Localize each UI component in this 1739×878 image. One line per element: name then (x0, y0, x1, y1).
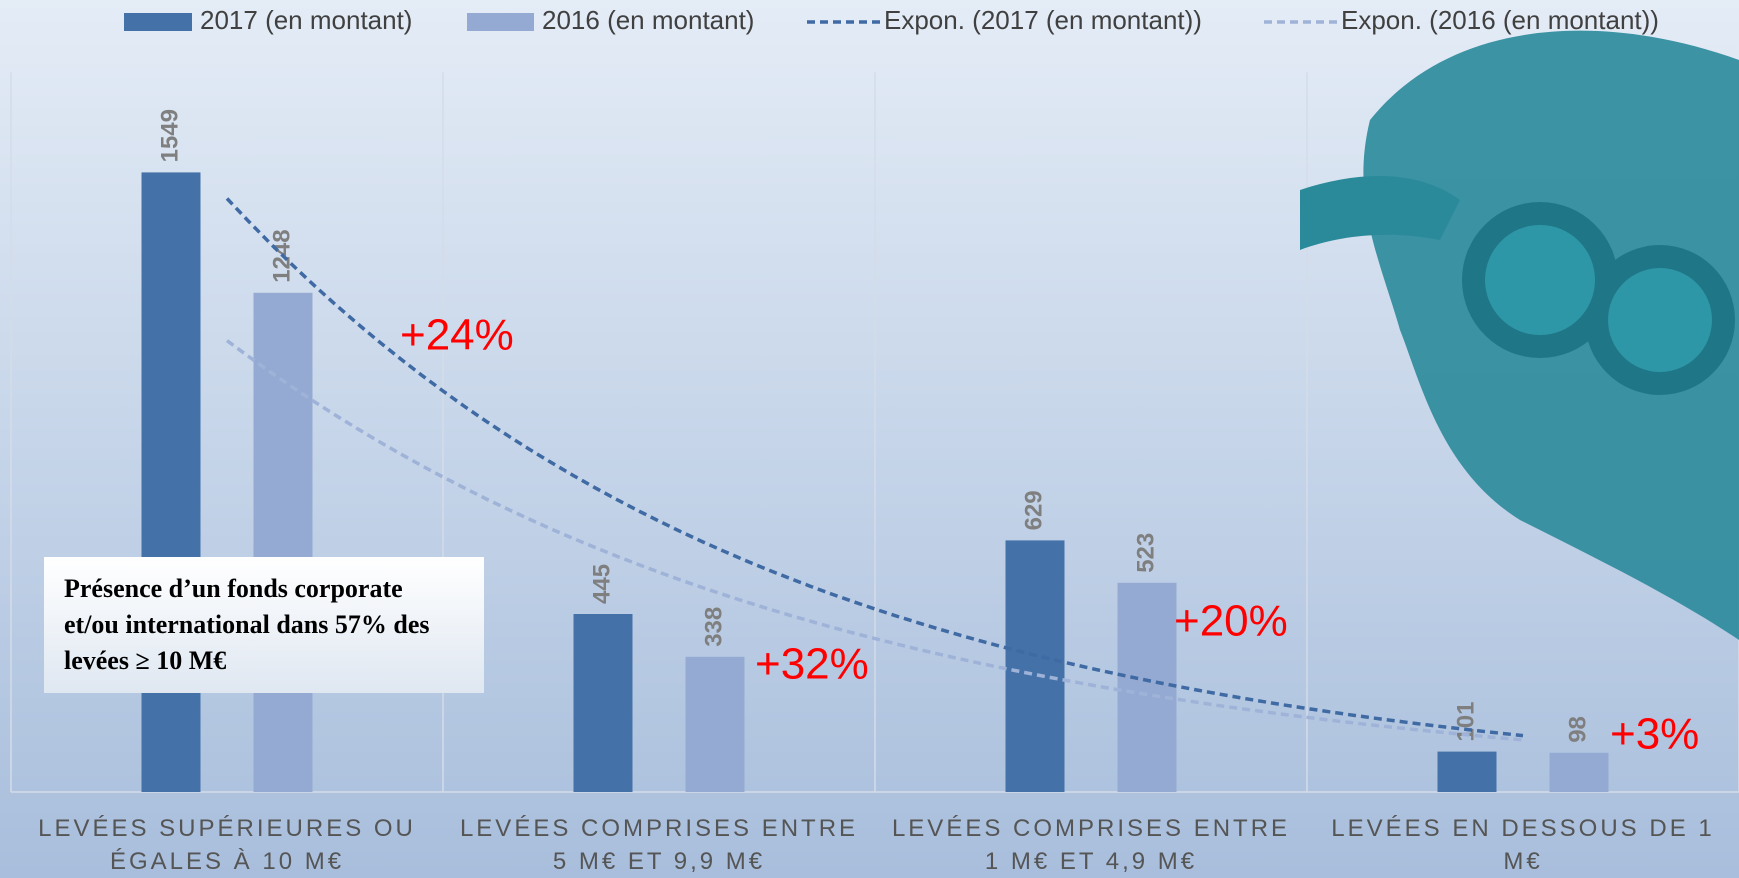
illustration (1300, 30, 1739, 640)
data-label: 523 (1132, 533, 1159, 573)
data-label: 98 (1564, 716, 1591, 743)
annotation: +20% (1174, 597, 1288, 646)
annotation: +32% (755, 640, 869, 689)
x-tick-label: LEVÉES SUPÉRIEURES OU ÉGALES À 10 M€ (38, 815, 416, 875)
legend-label: Expon. (2017 (en montant)) (884, 5, 1202, 35)
x-tick-label: LEVÉES EN DESSOUS DE 1 M€ (1331, 815, 1715, 875)
trendline (225, 197, 1524, 738)
text-box: Présence d’un fonds corporate et/ou inte… (44, 557, 484, 693)
bar (1117, 582, 1177, 792)
legend-label: Expon. (2016 (en montant)) (1341, 5, 1659, 35)
bar (685, 656, 745, 792)
bar (1549, 752, 1609, 792)
x-tick-label: LEVÉES COMPRISES ENTRE 5 M€ ET 9,9 M€ (459, 815, 859, 875)
bars (10, 72, 1739, 793)
trendline (225, 339, 1524, 742)
legend-swatch (467, 13, 534, 31)
bar (1005, 540, 1065, 792)
annotation: +24% (400, 311, 514, 360)
data-label: 445 (588, 564, 615, 604)
data-label: 1549 (156, 109, 183, 162)
annotation: +3% (1610, 710, 1699, 759)
data-label: 338 (700, 607, 727, 647)
legend-label: 2016 (en montant) (542, 5, 754, 35)
legend-label: 2017 (en montant) (200, 5, 412, 35)
legend-swatch (124, 13, 192, 31)
bar (141, 172, 201, 792)
bar (253, 292, 313, 792)
data-label: 629 (1020, 490, 1047, 530)
bar (573, 614, 633, 792)
x-tick-label: LEVÉES COMPRISES ENTRE 1 M€ ET 4,9 M€ (891, 815, 1291, 875)
bar (1437, 751, 1497, 792)
